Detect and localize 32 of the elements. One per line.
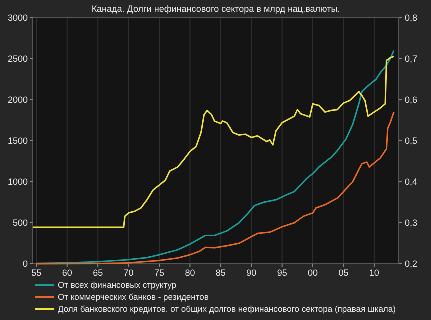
x-tick-label: 75 bbox=[154, 268, 165, 278]
x-tick-label: 55 bbox=[32, 268, 42, 278]
x-tick-label: 10 bbox=[369, 268, 380, 278]
x-tick-label: 80 bbox=[185, 268, 196, 278]
x-tick-label: 70 bbox=[124, 268, 134, 278]
y-tick-label: 0 bbox=[22, 259, 28, 269]
line-series bbox=[36, 112, 395, 265]
y-tick-label: 1000 bbox=[8, 177, 28, 187]
y-tick-label: 3000 bbox=[8, 13, 28, 23]
x-tick-label: 65 bbox=[93, 268, 104, 278]
line-series bbox=[32, 56, 395, 228]
y2-tick-label: 0,5 bbox=[405, 136, 418, 146]
y2-tick-label: 0,2 bbox=[405, 259, 418, 269]
legend-label: Доля банковского кредитов. от общих долгов нефинансового сектора (правая шкала) bbox=[58, 304, 396, 314]
x-tick-label: 90 bbox=[246, 268, 257, 278]
x-tick-label: 05 bbox=[338, 268, 349, 278]
x-tick-label: 95 bbox=[277, 268, 288, 278]
y2-tick-label: 0,6 bbox=[405, 95, 418, 105]
y-tick-label: 2000 bbox=[8, 95, 28, 105]
x-tick-label: 85 bbox=[216, 268, 226, 278]
y2-tick-label: 0,8 bbox=[405, 13, 418, 23]
y2-tick-label: 0,4 bbox=[405, 177, 418, 187]
chart-title: Канада. Долги нефинансового сектора в млрд нац.валюты. bbox=[92, 4, 340, 14]
legend-label: От коммерческих банков - резидентов bbox=[58, 292, 210, 302]
y2-tick-label: 0,7 bbox=[405, 54, 418, 64]
legend-label: От всех финансовых структур bbox=[58, 280, 177, 290]
y2-tick-label: 0,3 bbox=[405, 218, 418, 228]
y-tick-label: 1500 bbox=[8, 136, 28, 146]
y-tick-label: 500 bbox=[12, 218, 28, 228]
y-tick-label: 2500 bbox=[8, 54, 28, 64]
x-tick-label: 00 bbox=[308, 268, 318, 278]
x-tick-label: 60 bbox=[62, 268, 72, 278]
